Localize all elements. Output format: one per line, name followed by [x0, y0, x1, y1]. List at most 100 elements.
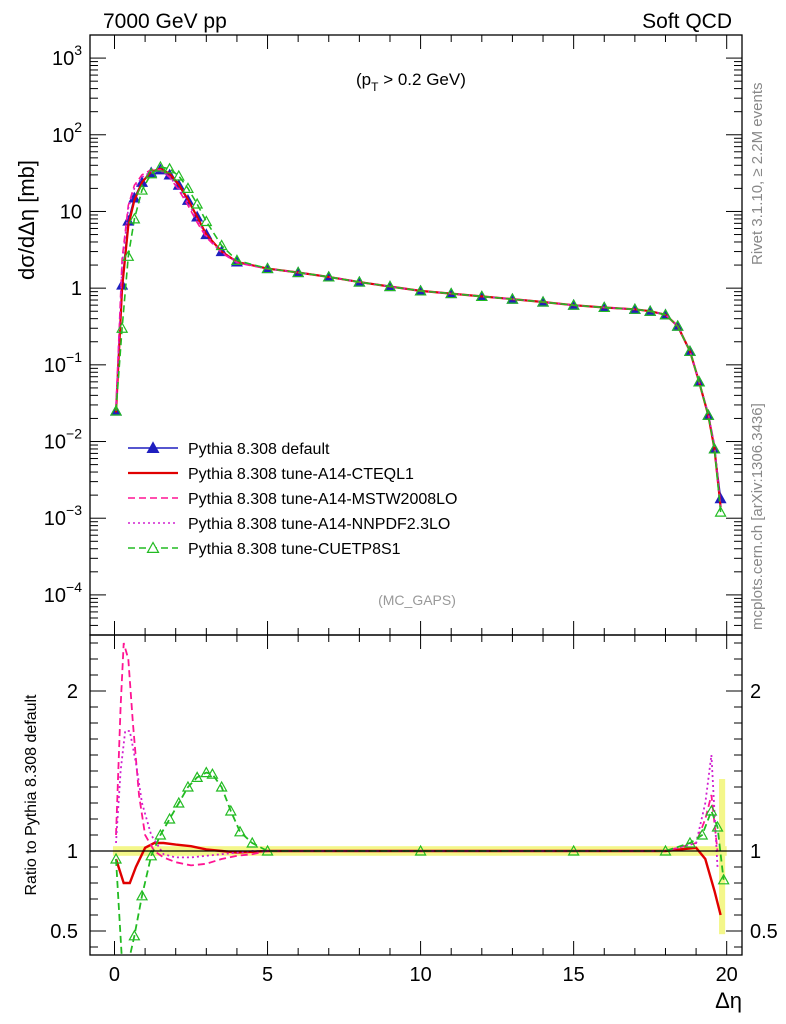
y-main-tick-exp-7: −4	[66, 579, 82, 595]
ratio-series-marker-3-13	[215, 780, 228, 792]
main-series-marker-4-31	[693, 375, 706, 387]
y-main-tick-label-4: 10−1	[44, 349, 82, 377]
ratio-series-marker-3-23	[705, 804, 718, 816]
legend-marker-0	[146, 441, 160, 453]
main-plot-series	[109, 160, 727, 517]
main-series-marker-4-1	[116, 322, 129, 333]
main-series-marker-4-34	[714, 505, 727, 517]
ratio-series-line-1	[115, 642, 719, 867]
y-main-tick-base-1: 10	[52, 125, 74, 147]
y-main-tick-label-1: 102	[52, 119, 82, 147]
y-main-tick-label-6: 10−3	[44, 502, 82, 530]
main-series-marker-4-26	[628, 303, 641, 314]
x-tick-label-3: 15	[563, 964, 585, 986]
main-series-marker-4-3	[128, 212, 141, 224]
main-series-marker-4-11	[200, 215, 213, 227]
main-series-marker-4-0	[109, 404, 123, 416]
main-series-marker-4-16	[322, 270, 335, 282]
main-series-marker-4-32	[702, 409, 715, 420]
ratio-series-marker-3-6	[154, 828, 167, 840]
y-main-tick-base-0: 10	[52, 48, 74, 70]
x-tick-label-4: 20	[716, 964, 738, 986]
y-main-tick-exp-5: −2	[66, 426, 82, 442]
header-left: 7000 GeV pp	[103, 10, 227, 33]
main-series-marker-4-24	[567, 298, 580, 310]
y-main-tick-label-3: 1	[71, 278, 82, 300]
ratio-series-marker-3-5	[145, 849, 158, 861]
x-tick-label-0: 0	[109, 964, 120, 986]
main-series-marker-4-2	[122, 250, 135, 261]
y-main-tick-exp-0: 3	[74, 42, 82, 58]
ratio-series-marker-3-4	[136, 889, 149, 901]
ratio-y-axis-label: Ratio to Pythia 8.308 default	[23, 694, 40, 896]
y-ratio-tick-label-left-2: 0.5	[50, 921, 78, 943]
main-series-marker-4-29	[671, 319, 684, 331]
ratio-band-edge	[719, 779, 726, 935]
mcplots-label: mcplots.cern.ch [arXiv:1306.3436]	[749, 403, 766, 630]
main-series-marker-4-28	[659, 308, 672, 320]
main-series-marker-4-10	[191, 197, 204, 209]
ratio-series-marker-3-3	[128, 929, 141, 941]
main-series-line-4	[115, 166, 722, 513]
legend-label-1: Pythia 8.308 tune-A14-CTEQL1	[188, 466, 414, 483]
legend-label-4: Pythia 8.308 tune-CUETP8S1	[188, 541, 401, 558]
legend-label-2: Pythia 8.308 tune-A14-MSTW2008LO	[188, 491, 457, 508]
ratio-series-marker-3-7	[163, 812, 176, 824]
analysis-watermark: (MC_GAPS)	[378, 592, 456, 608]
y-main-tick-exp-1: 2	[74, 119, 82, 135]
ratio-series-line-0	[114, 841, 722, 916]
y-main-tick-base-2: 10	[60, 201, 82, 223]
legend-marker-4	[146, 541, 160, 554]
ratio-series-marker-3-0	[109, 852, 123, 864]
ratio-series-marker-3-24	[711, 820, 724, 832]
main-series-marker-4-27	[644, 304, 657, 316]
y-axis-label: dσ/dΔη [mb]	[14, 160, 39, 280]
main-series-marker-4-15	[292, 266, 305, 278]
y-main-tick-base-3: 1	[71, 278, 82, 300]
y-main-tick-base-7: 10	[44, 585, 66, 607]
y-main-tick-label-7: 10−4	[44, 579, 82, 607]
ratio-plot-series	[109, 642, 730, 955]
ratio-series-marker-3-14	[224, 804, 237, 816]
x-axis-label: Δη	[715, 988, 742, 1013]
y-ratio-tick-label-left-0: 2	[67, 681, 78, 703]
main-series-marker-4-12	[215, 239, 228, 251]
main-series-marker-4-19	[414, 284, 427, 296]
ratio-series-marker-3-16	[246, 836, 259, 848]
y-main-tick-label-0: 103	[52, 42, 82, 70]
ratio-plot-frame	[89, 634, 743, 956]
ratio-series-marker-3-25	[717, 873, 730, 885]
legend-label-3: Pythia 8.308 tune-A14-NNPDF2.3LO	[188, 516, 450, 533]
y-ratio-tick-label-right-1: 1	[750, 841, 761, 863]
y-main-tick-base-6: 10	[44, 508, 66, 530]
axis-ticks	[90, 34, 742, 955]
main-series-marker-4-7	[163, 162, 176, 174]
cut-annotation-rest: > 0.2 GeV)	[378, 70, 465, 89]
cut-annotation-open: (p	[356, 70, 371, 89]
x-tick-label-2: 10	[409, 964, 431, 986]
main-series-marker-4-18	[383, 280, 397, 292]
main-series-marker-4-17	[353, 275, 366, 287]
ratio-uncertainty-band	[112, 779, 727, 935]
header-right: Soft QCD	[642, 10, 732, 33]
y-main-tick-exp-4: −1	[66, 349, 82, 365]
ratio-series-marker-3-21	[683, 836, 696, 848]
ratio-series-line-3	[115, 771, 725, 955]
main-series-marker-4-13	[230, 254, 243, 266]
main-series-marker-4-30	[683, 345, 696, 356]
main-series-marker-4-5	[145, 167, 158, 179]
y-ratio-tick-label-right-2: 0.5	[750, 921, 778, 943]
y-main-tick-base-4: 10	[44, 355, 66, 377]
ratio-series-marker-3-9	[181, 780, 194, 792]
main-series-marker-4-14	[261, 262, 274, 274]
legend: Pythia 8.308 default Pythia 8.308 tune-A1…	[128, 441, 457, 558]
ratio-series-marker-3-15	[233, 825, 247, 837]
rivet-label: Rivet 3.1.10, ≥ 2.2M events	[749, 83, 766, 266]
cut-annotation: (pT > 0.2 GeV)	[356, 70, 466, 94]
y-main-tick-base-5: 10	[44, 432, 66, 454]
ratio-series-marker-3-10	[191, 771, 204, 783]
main-series-marker-4-4	[136, 183, 149, 195]
x-tick-label-1: 5	[262, 964, 273, 986]
main-series-line-2	[115, 168, 722, 510]
